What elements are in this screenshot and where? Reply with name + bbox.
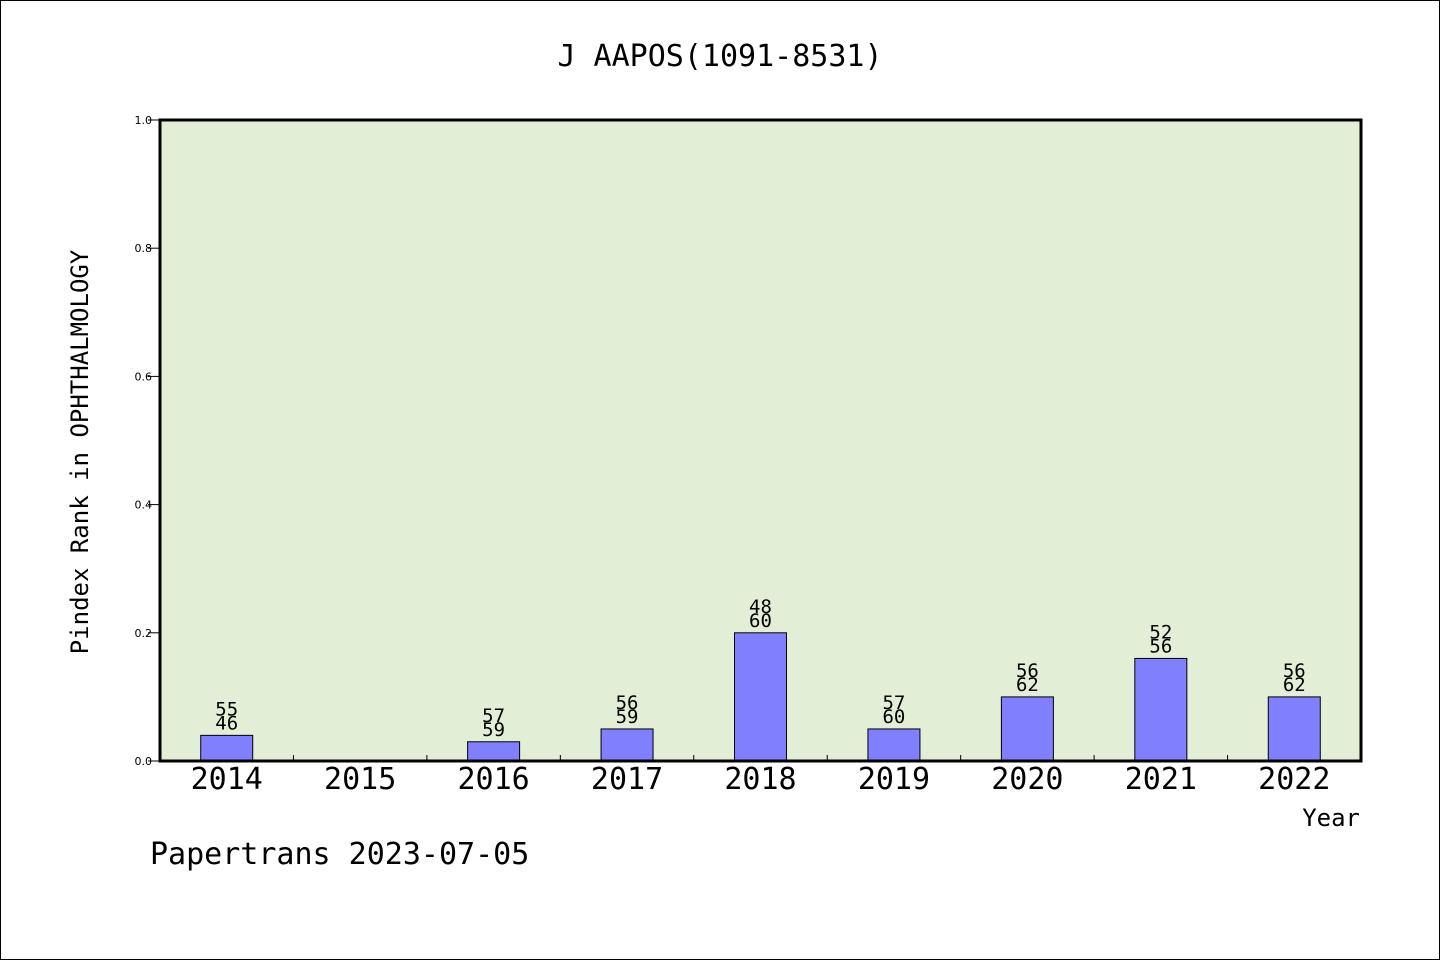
- x-tick-label-2014: 2014: [191, 762, 263, 797]
- bar-label-top-2018: 48: [749, 596, 772, 618]
- bar-label-bottom-2017: 59: [616, 706, 639, 728]
- bar-label-bottom-2021: 56: [1149, 635, 1172, 657]
- bar-label-top-2016: 57: [482, 705, 505, 727]
- y-tick-label: 1.0: [135, 114, 153, 127]
- bar-label-top-2017: 56: [616, 692, 639, 714]
- y-axis: 0.0 0.2 0.4 0.6 0.8 1.0: [135, 114, 160, 768]
- x-tick-label-2021: 2021: [1125, 762, 1197, 797]
- bar-label-bottom-2019: 60: [882, 706, 905, 728]
- bar-2017: [600, 728, 654, 762]
- bar-2014: [200, 734, 254, 762]
- x-tick-label-2019: 2019: [858, 762, 930, 797]
- bars-group: [200, 632, 1321, 762]
- bar-2018: [734, 632, 787, 762]
- y-tick-label: 0.6: [135, 370, 153, 383]
- bar-label-bottom-2018: 60: [749, 610, 772, 632]
- chart-title: J AAPOS(1091-8531): [557, 39, 882, 74]
- bar-label-top-2020: 56: [1016, 660, 1039, 682]
- x-tick-label-2015: 2015: [324, 762, 396, 797]
- x-tick-label-2017: 2017: [591, 762, 663, 797]
- y-axis-label: Pindex Rank in OPHTHALMOLOGY: [66, 249, 94, 654]
- plot-border: [158, 118, 1363, 763]
- bar-label-bottom-2020: 62: [1016, 674, 1039, 696]
- y-tick-label: 0.0: [135, 755, 153, 768]
- bar-label-bottom-2014: 46: [215, 712, 238, 734]
- x-tick-label-2016: 2016: [457, 762, 529, 797]
- bar-label-top-2019: 57: [882, 692, 905, 714]
- bar-2022: [1267, 696, 1321, 762]
- bar-label-bottom-2016: 59: [482, 719, 505, 741]
- x-axis-label: Year: [1302, 804, 1360, 832]
- x-tick-label-2020: 2020: [991, 762, 1063, 797]
- bar-2016: [467, 741, 521, 762]
- x-tick-label-2018: 2018: [724, 762, 796, 797]
- y-tick-label: 0.8: [135, 242, 153, 255]
- bar-2019: [867, 728, 921, 762]
- bar-2020: [1000, 696, 1054, 762]
- bar-label-bottom-2022: 62: [1283, 674, 1306, 696]
- bar-label-top-2014: 55: [215, 698, 238, 720]
- bar-label-top-2022: 56: [1283, 660, 1306, 682]
- source-footer: Papertrans 2023-07-05: [150, 837, 529, 872]
- y-tick-label: 0.2: [135, 627, 153, 640]
- x-axis: 2014 2015 2016 2017 2018 2019 2020 2021 2022: [191, 755, 1330, 797]
- bar-2021: [1134, 657, 1188, 762]
- y-tick-label: 0.4: [135, 499, 153, 512]
- x-tick-label-2022: 2022: [1258, 762, 1330, 797]
- bar-label-top-2021: 52: [1149, 621, 1172, 643]
